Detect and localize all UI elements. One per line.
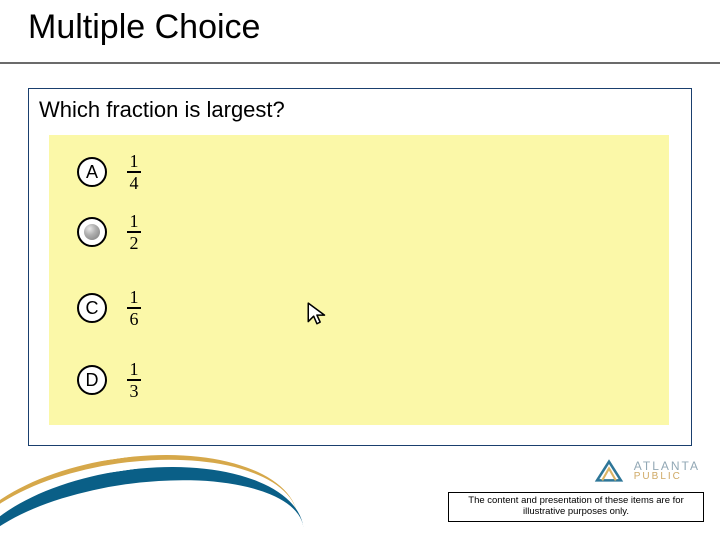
fraction-numerator: 1 [128, 360, 141, 379]
fraction-denominator: 4 [128, 173, 141, 192]
disclaimer-text: The content and presentation of these it… [455, 496, 697, 518]
fraction-denominator: 6 [128, 309, 141, 328]
fraction-value: 14 [127, 152, 141, 192]
fraction-numerator: 1 [128, 212, 141, 231]
option-letter[interactable]: D [77, 365, 107, 395]
logo-text-line2: PUBLIC [634, 472, 700, 482]
page-title: Multiple Choice [28, 8, 720, 47]
fraction-value: 13 [127, 360, 141, 400]
fraction-numerator: 1 [128, 288, 141, 307]
title-divider [0, 62, 720, 64]
option-c[interactable]: C16 [77, 285, 141, 331]
decorative-swoosh [0, 430, 320, 540]
logo-mark-icon [592, 458, 626, 484]
fraction-value: 12 [127, 212, 141, 252]
option-letter[interactable]: C [77, 293, 107, 323]
option-b[interactable]: 12 [77, 209, 141, 255]
option-letter[interactable]: A [77, 157, 107, 187]
question-text: Which fraction is largest? [39, 97, 681, 123]
fraction-numerator: 1 [128, 152, 141, 171]
answers-area: A1412C16D13 [49, 135, 669, 425]
option-a[interactable]: A14 [77, 149, 141, 195]
fraction-denominator: 2 [128, 233, 141, 252]
fraction-denominator: 3 [128, 381, 141, 400]
brand-logo: ATLANTA PUBLIC [592, 458, 700, 484]
cursor-icon [305, 301, 331, 327]
question-panel: Which fraction is largest? A1412C16D13 [28, 88, 692, 446]
radio-selected-icon[interactable] [77, 217, 107, 247]
disclaimer-box: The content and presentation of these it… [448, 492, 704, 522]
option-d[interactable]: D13 [77, 357, 141, 403]
fraction-value: 16 [127, 288, 141, 328]
